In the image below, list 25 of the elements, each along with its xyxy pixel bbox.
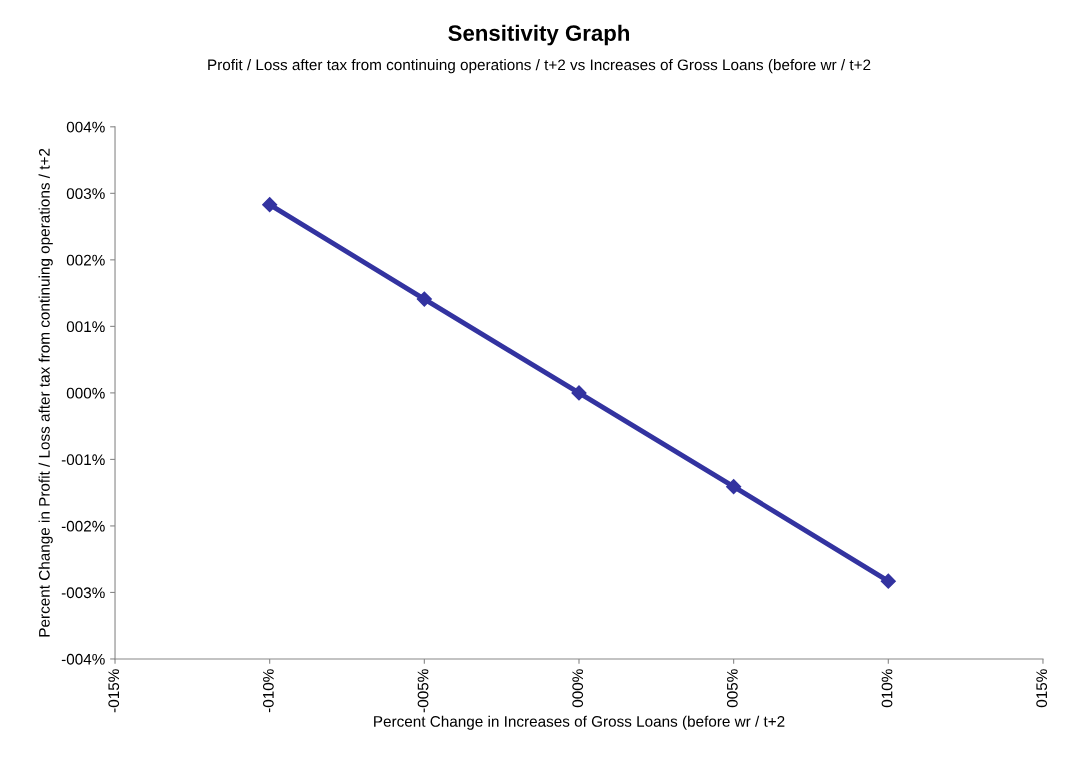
- y-tick-label: 001%: [66, 321, 105, 333]
- x-tick-label: -010%: [262, 669, 274, 713]
- y-tick-label: 003%: [66, 188, 105, 200]
- y-tick-label: 002%: [66, 254, 105, 266]
- y-tick-label: 004%: [66, 121, 105, 133]
- x-tick-label: -015%: [108, 669, 120, 713]
- chart-subtitle: Profit / Loss after tax from continuing operations / t+2 vs Increases of Gross Loans (before wr / t+2: [208, 59, 871, 74]
- chart-title: Sensitivity Graph: [448, 24, 630, 46]
- x-tick-label: 010%: [881, 669, 893, 708]
- point: [416, 291, 432, 307]
- y-tick-label: 000%: [66, 387, 105, 399]
- x-axis-title: Percent Change in Increases of Gross Loans (before wr / t+2: [374, 715, 785, 730]
- y-tick-label: -002%: [61, 520, 105, 532]
- x-tick-label: -005%: [417, 669, 429, 713]
- point: [262, 197, 278, 213]
- y-tick-label: -001%: [61, 454, 105, 466]
- x-tick-label: 000%: [572, 669, 584, 708]
- y-axis-title: Percent Change in Profit / Loss after tax from continuing operations / t+2: [38, 148, 53, 637]
- x-tick-label: 005%: [726, 669, 738, 708]
- y-tick-label: -003%: [61, 587, 105, 599]
- point: [571, 385, 587, 401]
- point: [726, 479, 742, 495]
- point: [880, 573, 896, 589]
- y-tick-label: -004%: [61, 653, 105, 665]
- x-tick-label: 015%: [1036, 669, 1048, 708]
